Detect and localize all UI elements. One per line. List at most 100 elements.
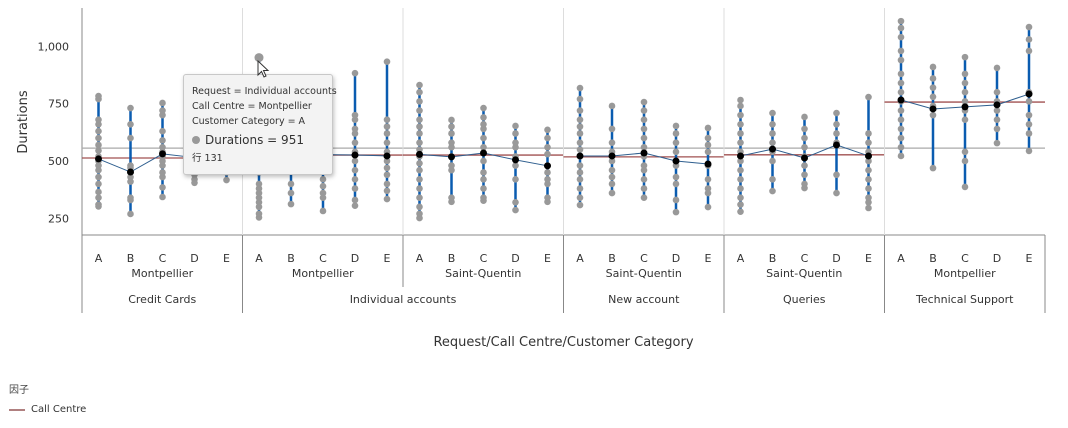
tooltip-call-centre: Call Centre = Montpellier bbox=[192, 101, 312, 112]
data-point bbox=[383, 123, 391, 130]
category-label: A bbox=[95, 252, 103, 265]
data-point bbox=[416, 203, 423, 211]
data-point bbox=[319, 207, 327, 215]
data-point bbox=[897, 143, 905, 151]
data-point bbox=[159, 111, 166, 119]
data-point bbox=[351, 185, 359, 192]
data-point bbox=[640, 162, 648, 169]
data-point bbox=[640, 194, 648, 201]
data-point bbox=[737, 208, 744, 215]
call-centre-label: Montpellier bbox=[131, 267, 193, 280]
data-point bbox=[961, 183, 969, 191]
data-point bbox=[961, 53, 969, 61]
data-point bbox=[448, 143, 455, 151]
data-point bbox=[576, 201, 584, 209]
data-point bbox=[127, 104, 134, 112]
data-point bbox=[897, 134, 905, 142]
data-point bbox=[1025, 121, 1033, 128]
data-point bbox=[448, 194, 455, 201]
data-point bbox=[448, 130, 455, 137]
data-point bbox=[576, 84, 584, 92]
category-label: B bbox=[127, 252, 135, 265]
data-point bbox=[351, 125, 359, 133]
data-point bbox=[223, 176, 230, 184]
mean-point bbox=[1025, 90, 1033, 98]
data-point bbox=[319, 182, 327, 190]
data-point bbox=[672, 130, 680, 137]
category-label: A bbox=[576, 252, 584, 265]
data-point bbox=[801, 162, 808, 169]
data-point bbox=[255, 198, 263, 206]
data-point bbox=[159, 143, 166, 151]
data-point bbox=[769, 139, 776, 146]
data-point bbox=[672, 148, 680, 156]
data-point bbox=[961, 157, 969, 165]
data-point bbox=[159, 137, 166, 144]
data-point bbox=[480, 157, 487, 165]
data-point bbox=[1025, 147, 1033, 155]
data-point bbox=[704, 176, 712, 183]
data-point bbox=[576, 130, 584, 137]
data-point bbox=[1025, 98, 1033, 105]
category-label: D bbox=[993, 252, 1001, 265]
data-point bbox=[640, 176, 648, 183]
legend-swatch bbox=[9, 408, 25, 411]
category-label: A bbox=[737, 252, 745, 265]
data-point bbox=[993, 88, 1001, 96]
data-point bbox=[640, 143, 648, 151]
mean-point bbox=[865, 152, 872, 160]
data-point bbox=[769, 121, 776, 128]
data-point bbox=[576, 194, 584, 201]
data-point bbox=[961, 70, 969, 78]
data-point bbox=[608, 157, 616, 165]
data-point bbox=[448, 116, 455, 124]
data-point bbox=[737, 166, 744, 174]
y-tick-label: 250 bbox=[48, 212, 69, 225]
data-point bbox=[351, 69, 359, 77]
data-point bbox=[704, 203, 712, 211]
data-point bbox=[383, 116, 391, 124]
data-point bbox=[159, 107, 166, 114]
data-point bbox=[929, 111, 937, 119]
mean-point bbox=[769, 145, 776, 153]
data-point bbox=[416, 98, 423, 105]
legend-item-call-centre[interactable]: Call Centre bbox=[9, 404, 86, 415]
data-point bbox=[512, 122, 519, 130]
data-point bbox=[383, 139, 391, 146]
data-point bbox=[95, 141, 102, 149]
data-point bbox=[383, 171, 391, 179]
data-point bbox=[993, 64, 1001, 72]
data-point bbox=[929, 84, 937, 91]
data-point bbox=[319, 189, 327, 197]
data-point bbox=[95, 188, 102, 196]
data-point bbox=[416, 159, 423, 167]
data-point bbox=[544, 194, 551, 201]
data-point bbox=[351, 116, 359, 124]
data-point bbox=[897, 79, 905, 87]
cursor-icon bbox=[257, 60, 270, 78]
y-tick-label: 500 bbox=[48, 155, 69, 168]
mean-point bbox=[737, 152, 744, 160]
category-label: D bbox=[832, 252, 840, 265]
data-point bbox=[127, 134, 134, 142]
data-point bbox=[512, 206, 519, 214]
data-point bbox=[95, 173, 102, 181]
data-point bbox=[865, 93, 872, 101]
data-point bbox=[704, 134, 712, 142]
data-point bbox=[833, 109, 840, 117]
data-point bbox=[480, 169, 487, 176]
category-label: C bbox=[961, 252, 969, 265]
data-point bbox=[1025, 130, 1033, 137]
point-icon bbox=[192, 136, 200, 144]
data-point bbox=[351, 157, 359, 165]
data-point bbox=[769, 187, 776, 195]
data-point bbox=[640, 116, 648, 124]
call-centre-label: Saint-Quentin bbox=[606, 267, 682, 280]
data-point bbox=[416, 139, 423, 146]
data-point bbox=[576, 169, 584, 176]
data-point bbox=[769, 176, 776, 183]
data-point bbox=[801, 143, 808, 151]
data-point bbox=[448, 162, 455, 169]
data-point bbox=[737, 201, 744, 208]
